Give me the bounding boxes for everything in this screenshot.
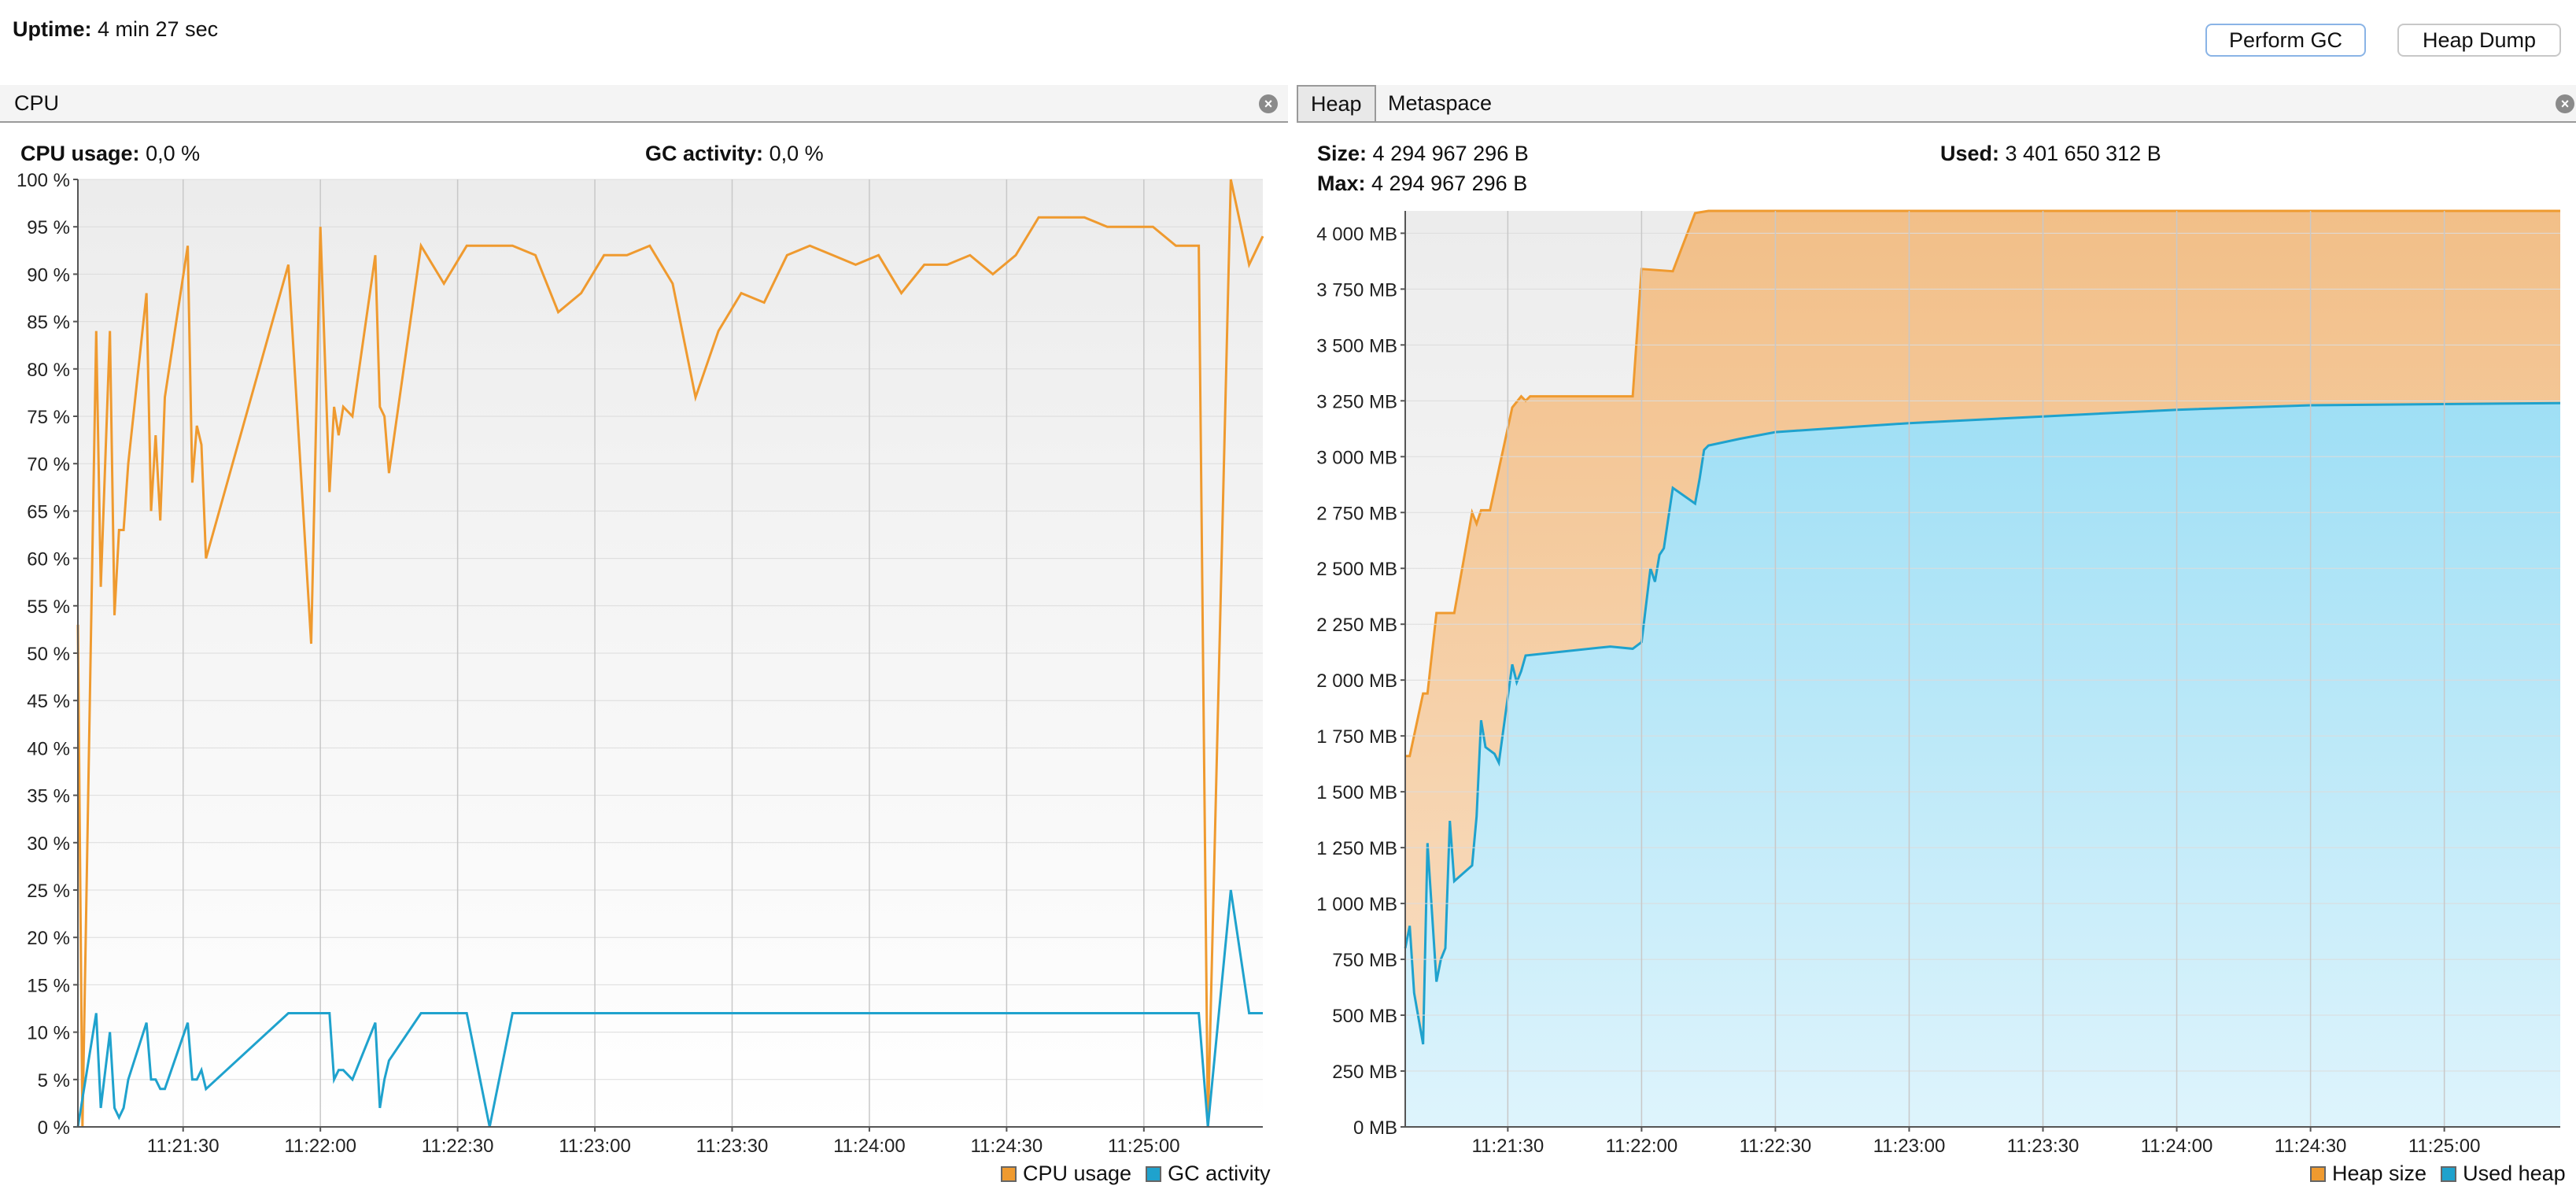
legend-heap-size: Heap size [2332, 1162, 2427, 1185]
x-tick-label: 11:23:00 [1873, 1136, 1946, 1157]
x-tick-label: 11:21:30 [1472, 1136, 1544, 1157]
gc-activity-line [76, 889, 1263, 1128]
y-tick-label: 5 % [38, 1070, 70, 1091]
y-tick-label: 10 % [27, 1023, 70, 1044]
gc-activity-label: GC activity: [645, 142, 764, 165]
cpu-usage-label: CPU usage: [20, 142, 140, 165]
y-tick-label: 75 % [27, 407, 70, 428]
heap-dump-button[interactable]: Heap Dump [2397, 24, 2561, 57]
heap-size-swatch [2310, 1165, 2326, 1182]
y-tick-label: 3 750 MB [1316, 279, 1397, 301]
y-tick-label: 100 % [17, 173, 70, 191]
y-tick-label: 95 % [27, 217, 70, 238]
legend-gc-activity: GC activity [1168, 1162, 1271, 1185]
y-tick-label: 0 MB [1353, 1117, 1397, 1139]
y-tick-label: 15 % [27, 975, 70, 996]
heap-used-value: 3 401 650 312 B [2005, 142, 2161, 165]
y-tick-label: 60 % [27, 549, 70, 571]
tab-heap[interactable]: Heap [1297, 85, 1376, 121]
y-tick-label: 30 % [27, 833, 70, 855]
y-tick-label: 55 % [27, 596, 70, 618]
uptime-value: 4 min 27 sec [98, 17, 219, 41]
heap-tab-bar: Heap Metaspace × [1297, 85, 2576, 123]
y-tick-label: 250 MB [1332, 1062, 1397, 1083]
heap-size-label: Size: [1317, 142, 1367, 165]
tab-metaspace[interactable]: Metaspace [1388, 90, 1493, 115]
x-tick-label: 11:24:00 [2141, 1136, 2213, 1157]
heap-size-value: 4 294 967 296 B [1372, 142, 1529, 165]
heap-used-readout: Used: 3 401 650 312 B [1940, 142, 2161, 166]
gc-activity-readout: GC activity: 0,0 % [645, 142, 824, 166]
x-tick-label: 11:22:30 [1740, 1136, 1812, 1157]
x-tick-label: 11:24:30 [2275, 1136, 2347, 1157]
legend-cpu-usage: CPU usage [1023, 1162, 1132, 1185]
cpu-chart: 0 % 5 % 10 % 15 % 20 % 25 % 30 % 35 % 40 % 45 % 50… [17, 173, 1264, 1157]
y-tick-label: 65 % [27, 501, 70, 523]
y-tick-label: 2 500 MB [1316, 559, 1397, 580]
used-heap-area [1405, 403, 2560, 1127]
y-tick-label: 500 MB [1332, 1006, 1397, 1027]
heap-legend: Heap size Used heap [2310, 1162, 2566, 1186]
uptime-label: Uptime: [13, 17, 92, 41]
x-tick-label: 11:22:30 [422, 1136, 494, 1157]
y-tick-label: 2 750 MB [1316, 503, 1397, 524]
close-icon[interactable]: × [2556, 94, 2574, 113]
tab-cpu[interactable]: CPU [14, 90, 60, 115]
x-tick-label: 11:22:00 [284, 1136, 356, 1157]
cpu-usage-value: 0,0 % [146, 142, 201, 165]
heap-max-value: 4 294 967 296 B [1371, 172, 1528, 195]
y-tick-label: 3 000 MB [1316, 447, 1397, 468]
y-tick-label: 1 000 MB [1316, 894, 1397, 915]
y-tick-label: 2 250 MB [1316, 615, 1397, 636]
y-tick-label: 40 % [27, 738, 70, 759]
y-tick-label: 90 % [27, 264, 70, 286]
close-icon[interactable]: × [1259, 94, 1278, 113]
y-tick-label: 50 % [27, 644, 70, 665]
used-heap-line [1404, 401, 2561, 1045]
y-tick-label: 3 250 MB [1316, 391, 1397, 412]
x-tick-label: 11:22:00 [1606, 1136, 1678, 1157]
x-tick-label: 11:23:30 [2007, 1136, 2080, 1157]
heap-max-readout: Max: 4 294 967 296 B [1317, 172, 1527, 196]
y-tick-label: 25 % [27, 881, 70, 902]
heap-used-label: Used: [1940, 142, 2000, 165]
heap-max-label: Max: [1317, 172, 1366, 195]
y-tick-label: 0 % [38, 1117, 70, 1139]
x-tick-label: 11:23:00 [559, 1136, 631, 1157]
x-tick-label: 11:21:30 [147, 1136, 220, 1157]
x-tick-label: 11:24:30 [971, 1136, 1043, 1157]
y-tick-label: 35 % [27, 786, 70, 807]
x-tick-label: 11:23:30 [696, 1136, 769, 1157]
y-tick-label: 80 % [27, 360, 70, 381]
y-tick-label: 4 000 MB [1316, 223, 1397, 245]
y-tick-label: 1 250 MB [1316, 838, 1397, 859]
gc-activity-swatch [1146, 1165, 1162, 1182]
cpu-usage-readout: CPU usage: 0,0 % [20, 142, 200, 166]
y-tick-label: 1 750 MB [1316, 726, 1397, 748]
y-tick-label: 750 MB [1332, 950, 1397, 971]
cpu-usage-swatch [1001, 1165, 1017, 1182]
used-heap-swatch [2441, 1165, 2457, 1182]
y-tick-label: 70 % [27, 454, 70, 475]
y-tick-label: 20 % [27, 928, 70, 949]
heap-size-line [1405, 209, 2560, 758]
heap-size-readout: Size: 4 294 967 296 B [1317, 142, 1529, 166]
y-tick-label: 45 % [27, 691, 70, 712]
gc-activity-value: 0,0 % [769, 142, 824, 165]
x-tick-label: 11:25:00 [1108, 1136, 1180, 1157]
cpu-tab-bar: CPU × [0, 85, 1288, 123]
x-tick-label: 11:25:00 [2408, 1136, 2481, 1157]
cpu-legend: CPU usage GC activity [1001, 1162, 1271, 1186]
y-tick-label: 1 500 MB [1316, 782, 1397, 803]
uptime-readout: Uptime: 4 min 27 sec [13, 17, 218, 42]
y-tick-label: 3 500 MB [1316, 335, 1397, 356]
heap-chart: 0 MB 250 MB 500 MB 750 MB 1 000 MB 1 250 MB 1 … [1316, 209, 2561, 1157]
x-tick-label: 11:24:00 [833, 1136, 906, 1157]
cpu-usage-line [76, 179, 1264, 1128]
perform-gc-button[interactable]: Perform GC [2205, 24, 2366, 57]
y-tick-label: 2 000 MB [1316, 670, 1397, 692]
legend-used-heap: Used heap [2463, 1162, 2566, 1185]
y-tick-label: 85 % [27, 312, 70, 334]
